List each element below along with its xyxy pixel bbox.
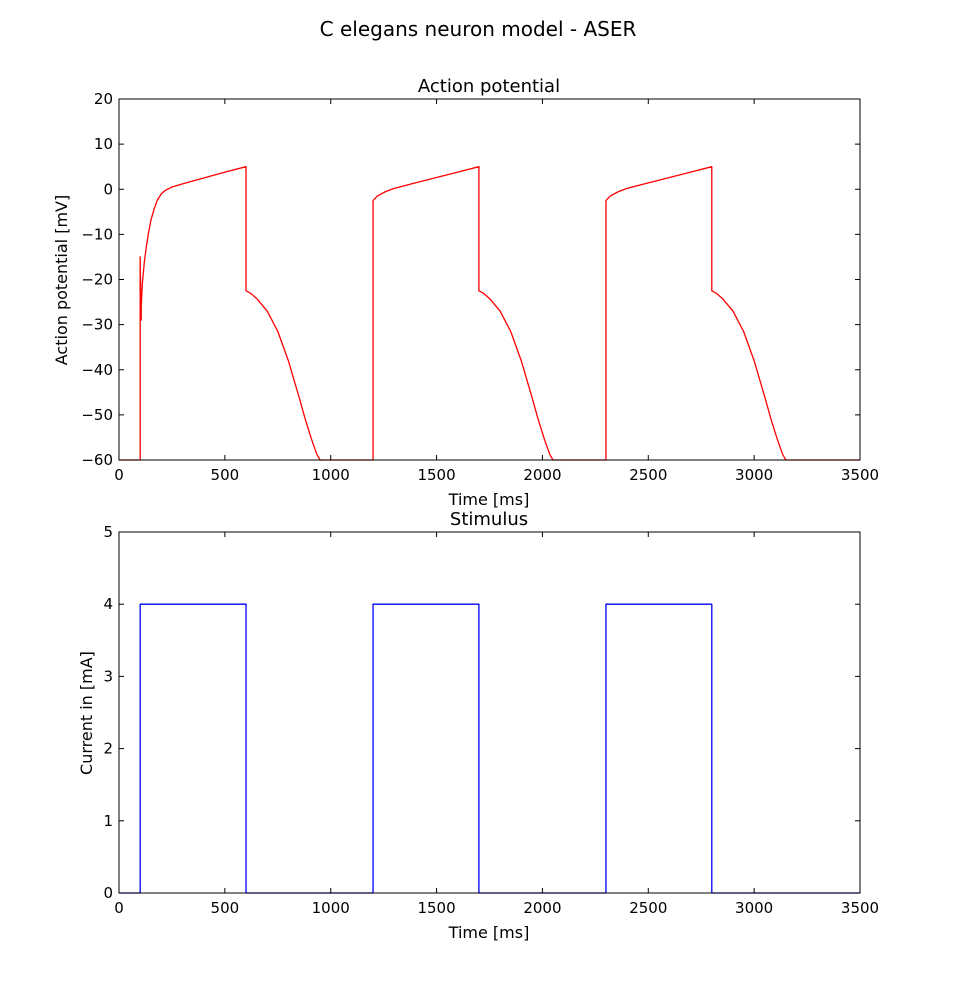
action-potential-series-layer xyxy=(119,166,860,461)
stimulus-xtick-label: 2000 xyxy=(523,899,561,917)
stimulus-ticks: 0 500 1000 1500 2000 2500 3000 3500 5 4 3 2 1 0 xyxy=(103,523,879,917)
action-potential-ytick-label: −20 xyxy=(81,271,113,289)
action-potential-ytick-label: −60 xyxy=(81,451,113,469)
stimulus-xtick-label: 1000 xyxy=(312,899,350,917)
stimulus-xtick-label: 1500 xyxy=(417,899,455,917)
stimulus-xtick-label: 3000 xyxy=(735,899,773,917)
action-potential-ytick-label: 0 xyxy=(103,180,113,198)
action-potential-ticks: 0 500 1000 1500 2000 2500 3000 3500 20 10 0 −10 −20 −… xyxy=(81,90,879,484)
stimulus-ytick-label: 0 xyxy=(103,884,113,902)
stimulus-xlabel: Time [ms] xyxy=(448,923,530,942)
stimulus-title: Stimulus xyxy=(450,509,528,530)
action-potential-plot: Action potential 0 500 1000 1500 2000 2500 300… xyxy=(52,76,879,509)
stimulus-series-line-0 xyxy=(119,603,860,894)
action-potential-ytick-label: −50 xyxy=(81,406,113,424)
stimulus-frame xyxy=(118,531,861,894)
action-potential-xtick-label: 3500 xyxy=(841,466,879,484)
action-potential-xlabel: Time [ms] xyxy=(448,490,530,509)
figure-title: C elegans neuron model - ASER xyxy=(320,17,637,41)
action-potential-ytick-label: −30 xyxy=(81,316,113,334)
stimulus-ylabel: Current in [mA] xyxy=(77,651,96,775)
stimulus-ytick-label: 2 xyxy=(103,740,113,758)
stimulus-xtick-label: 500 xyxy=(211,899,240,917)
stimulus-ytick-label: 1 xyxy=(103,812,113,830)
action-potential-xtick-label: 1000 xyxy=(312,466,350,484)
action-potential-xtick-label: 1500 xyxy=(417,466,455,484)
action-potential-xtick-label: 500 xyxy=(211,466,240,484)
action-potential-title: Action potential xyxy=(418,76,560,97)
action-potential-ylabel: Action potential [mV] xyxy=(52,195,71,365)
action-potential-xtick-label: 0 xyxy=(114,466,124,484)
stimulus-ytick-label: 4 xyxy=(103,595,113,613)
action-potential-xtick-label: 2500 xyxy=(629,466,667,484)
action-potential-series-line-0 xyxy=(119,166,860,461)
action-potential-xtick-label: 2000 xyxy=(523,466,561,484)
stimulus-xtick-label: 3500 xyxy=(841,899,879,917)
action-potential-ytick-label: 10 xyxy=(94,135,113,153)
action-potential-ytick-label: 20 xyxy=(94,90,113,108)
stimulus-xtick-label: 0 xyxy=(114,899,124,917)
stimulus-ytick-label: 3 xyxy=(103,667,113,685)
action-potential-ytick-label: −10 xyxy=(81,225,113,243)
action-potential-xtick-label: 3000 xyxy=(735,466,773,484)
action-potential-ytick-label: −40 xyxy=(81,361,113,379)
stimulus-ytick-label: 5 xyxy=(103,523,113,541)
stimulus-xtick-label: 2500 xyxy=(629,899,667,917)
stimulus-series-layer xyxy=(119,603,860,894)
stimulus-plot: Stimulus 0 500 1000 1500 2000 2500 3000 3500 5 4 3… xyxy=(77,509,879,942)
